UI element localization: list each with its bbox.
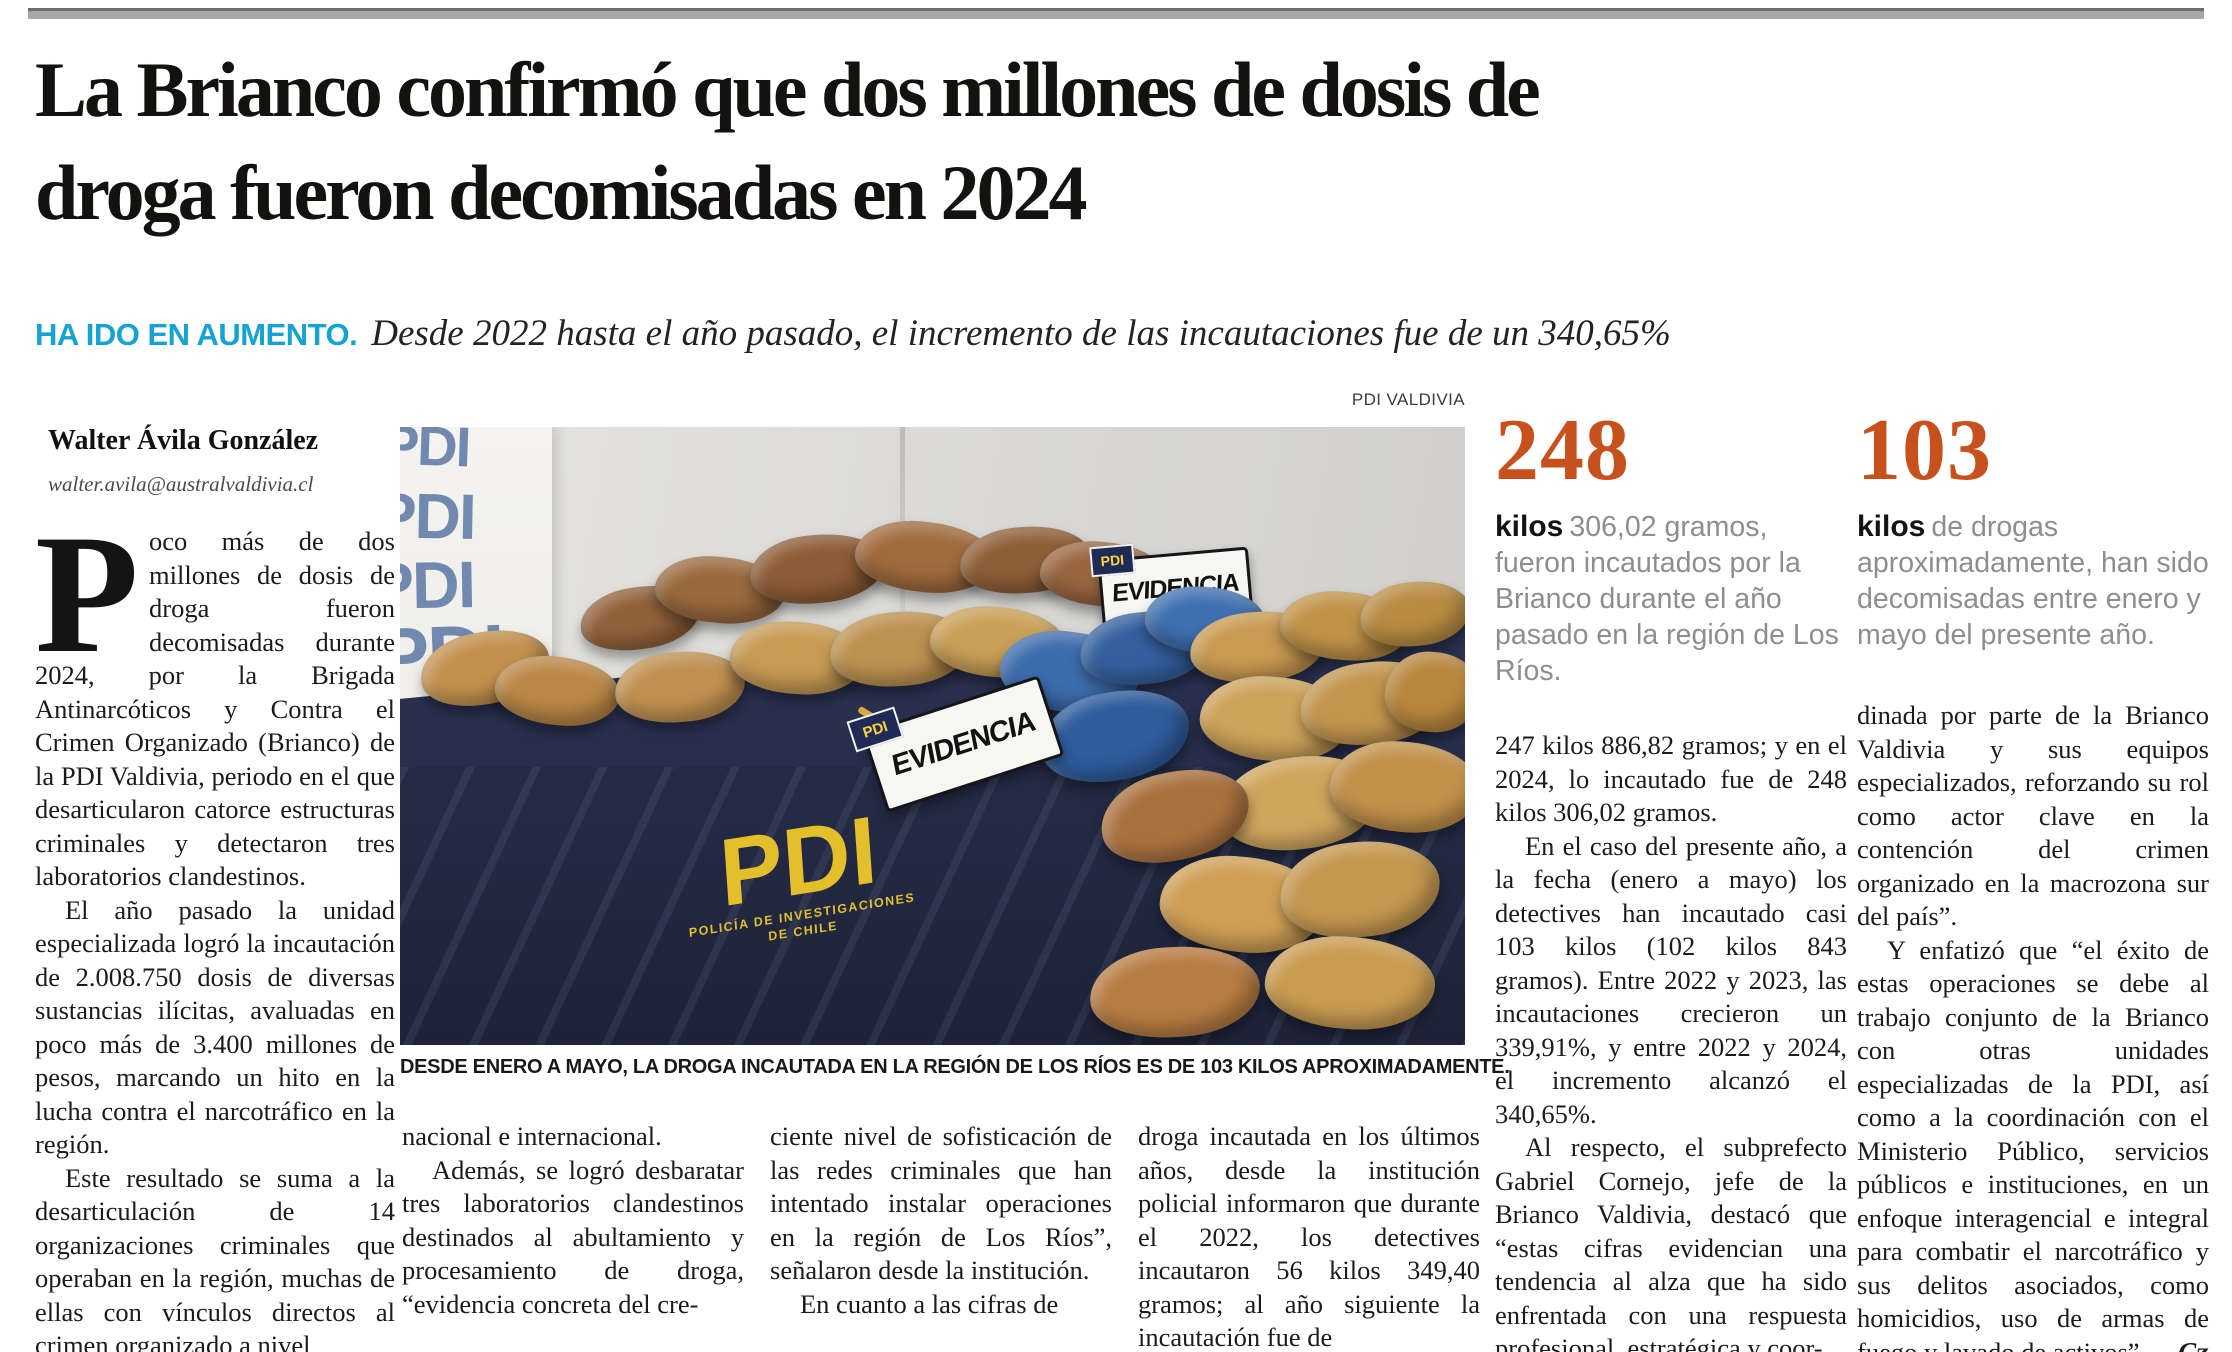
paragraph: En el caso del presente año, a la fecha …: [1495, 830, 1847, 1129]
masthead-rule: [28, 8, 2204, 19]
article-column-2: nacional e internacional. Además, se log…: [402, 1120, 744, 1321]
stat-block-103: kilos de drogas aproximadamente, han sido…: [1857, 509, 2209, 659]
paragraph-text: oco más de dos millones de dosis de drog…: [35, 526, 395, 891]
paragraph: En cuanto a las cifras de: [800, 1288, 1059, 1319]
paragraph-text: Y enfatizó que “el éxito de estas operac…: [1857, 934, 2209, 1352]
drop-cap: P: [35, 531, 137, 659]
headline: La Brianco confirmó que dos millones de …: [35, 46, 1541, 236]
kicker-text: Desde 2022 hasta el año pasado, el incre…: [371, 313, 1671, 354]
stat-number-248: 248: [1495, 402, 1630, 499]
article-column-6: 103 kilos de drogas aproximadamente, han …: [1857, 402, 2209, 1352]
stat-keyword: kilos: [1857, 510, 1926, 543]
pdi-chip: PDI: [1089, 543, 1136, 578]
kicker-label: HA IDO EN AUMENTO.: [35, 317, 358, 352]
article-column-4: droga incautada en los últimos años, des…: [1138, 1120, 1480, 1352]
paragraph: ciente nivel de sofisticación de las red…: [770, 1121, 1112, 1285]
paragraph: dinada por parte de la Brianco Valdivia …: [1857, 700, 2209, 931]
photo-caption: DESDE ENERO A MAYO, LA DROGA INCAUTADA E…: [400, 1056, 1510, 1078]
end-of-article-mark: Cʒ: [2178, 1336, 2209, 1352]
banner-pdi-text: PDI: [400, 479, 476, 553]
stat-text: 306,02 gramos, fueron incautados por la …: [1495, 511, 1839, 687]
paragraph: El año pasado la unidad especializada lo…: [35, 894, 395, 1160]
byline-author: Walter Ávila González: [48, 425, 319, 456]
news-photo: PDI PDI PDI PDI PDI POLICÍA DE INVESTIGA…: [400, 427, 1465, 1045]
paragraph: Además, se logró desbaratar tres laborat…: [402, 1154, 744, 1319]
paragraph: Este resultado se suma a la desarticulac…: [35, 1162, 395, 1352]
stat-block-248: kilos 306,02 gramos, fueron incautados po…: [1495, 509, 1847, 689]
stat-keyword: kilos: [1495, 510, 1564, 543]
stat-number-103: 103: [1857, 402, 1992, 499]
paragraph: 247 kilos 886,82 gramos; y en el 2024, l…: [1495, 730, 1847, 827]
stat-text: de drogas aproximadamente, han sido deco…: [1857, 511, 2209, 651]
article-column-5: 248 kilos 306,02 gramos, fueron incautado…: [1495, 402, 1847, 1352]
banner-pdi-text: PDI: [400, 427, 471, 479]
photo-credit: PDI VALDIVIA: [1351, 390, 1465, 409]
pdi-chip-text: PDI: [1100, 551, 1125, 570]
kicker: HA IDO EN AUMENTO. Desde 2022 hasta el a…: [35, 312, 1671, 355]
paragraph: Y enfatizó que “el éxito de estas operac…: [1857, 934, 2209, 1352]
paragraph: Al respecto, el subprefecto Gabriel Corn…: [1495, 1132, 1847, 1352]
paragraph: droga incautada en los últimos años, des…: [1138, 1121, 1480, 1352]
byline-email: walter.avila@australvaldivia.cl: [48, 472, 314, 496]
paragraph: nacional e internacional.: [402, 1121, 662, 1151]
pdi-chip-text: PDI: [860, 717, 890, 742]
article-column-3: ciente nivel de sofisticación de las red…: [770, 1120, 1112, 1321]
